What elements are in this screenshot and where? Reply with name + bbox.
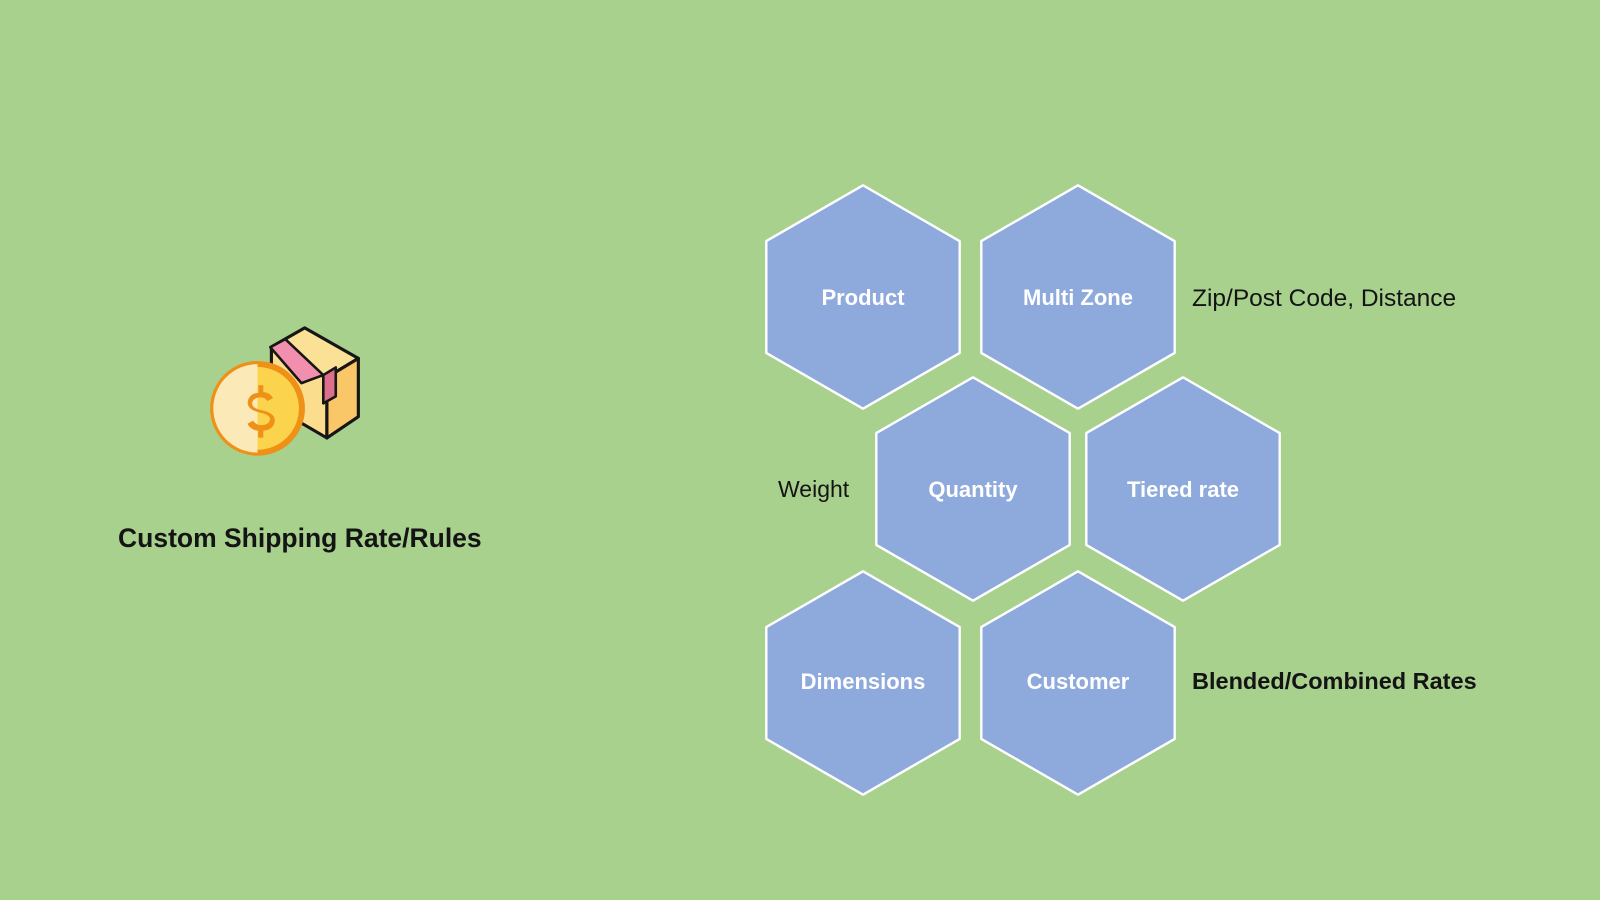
svg-text:Blended/Combined Rates: Blended/Combined Rates <box>1192 668 1477 694</box>
svg-text:Product: Product <box>821 285 905 310</box>
svg-text:Weight: Weight <box>778 476 850 502</box>
svg-text:Dimensions: Dimensions <box>801 669 926 694</box>
svg-text:Multi Zone: Multi Zone <box>1023 285 1133 310</box>
svg-text:Quantity: Quantity <box>928 477 1018 502</box>
svg-text:Zip/Post Code, Distance: Zip/Post Code, Distance <box>1192 285 1456 312</box>
svg-text:Tiered rate: Tiered rate <box>1127 477 1239 502</box>
svg-text:Customer: Customer <box>1027 669 1130 694</box>
